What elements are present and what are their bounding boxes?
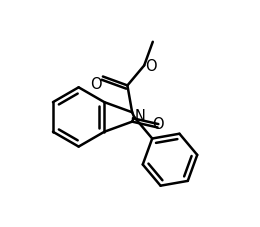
Text: O: O	[90, 76, 102, 91]
Text: O: O	[145, 59, 157, 74]
Text: O: O	[152, 117, 163, 132]
Text: N: N	[135, 109, 146, 124]
